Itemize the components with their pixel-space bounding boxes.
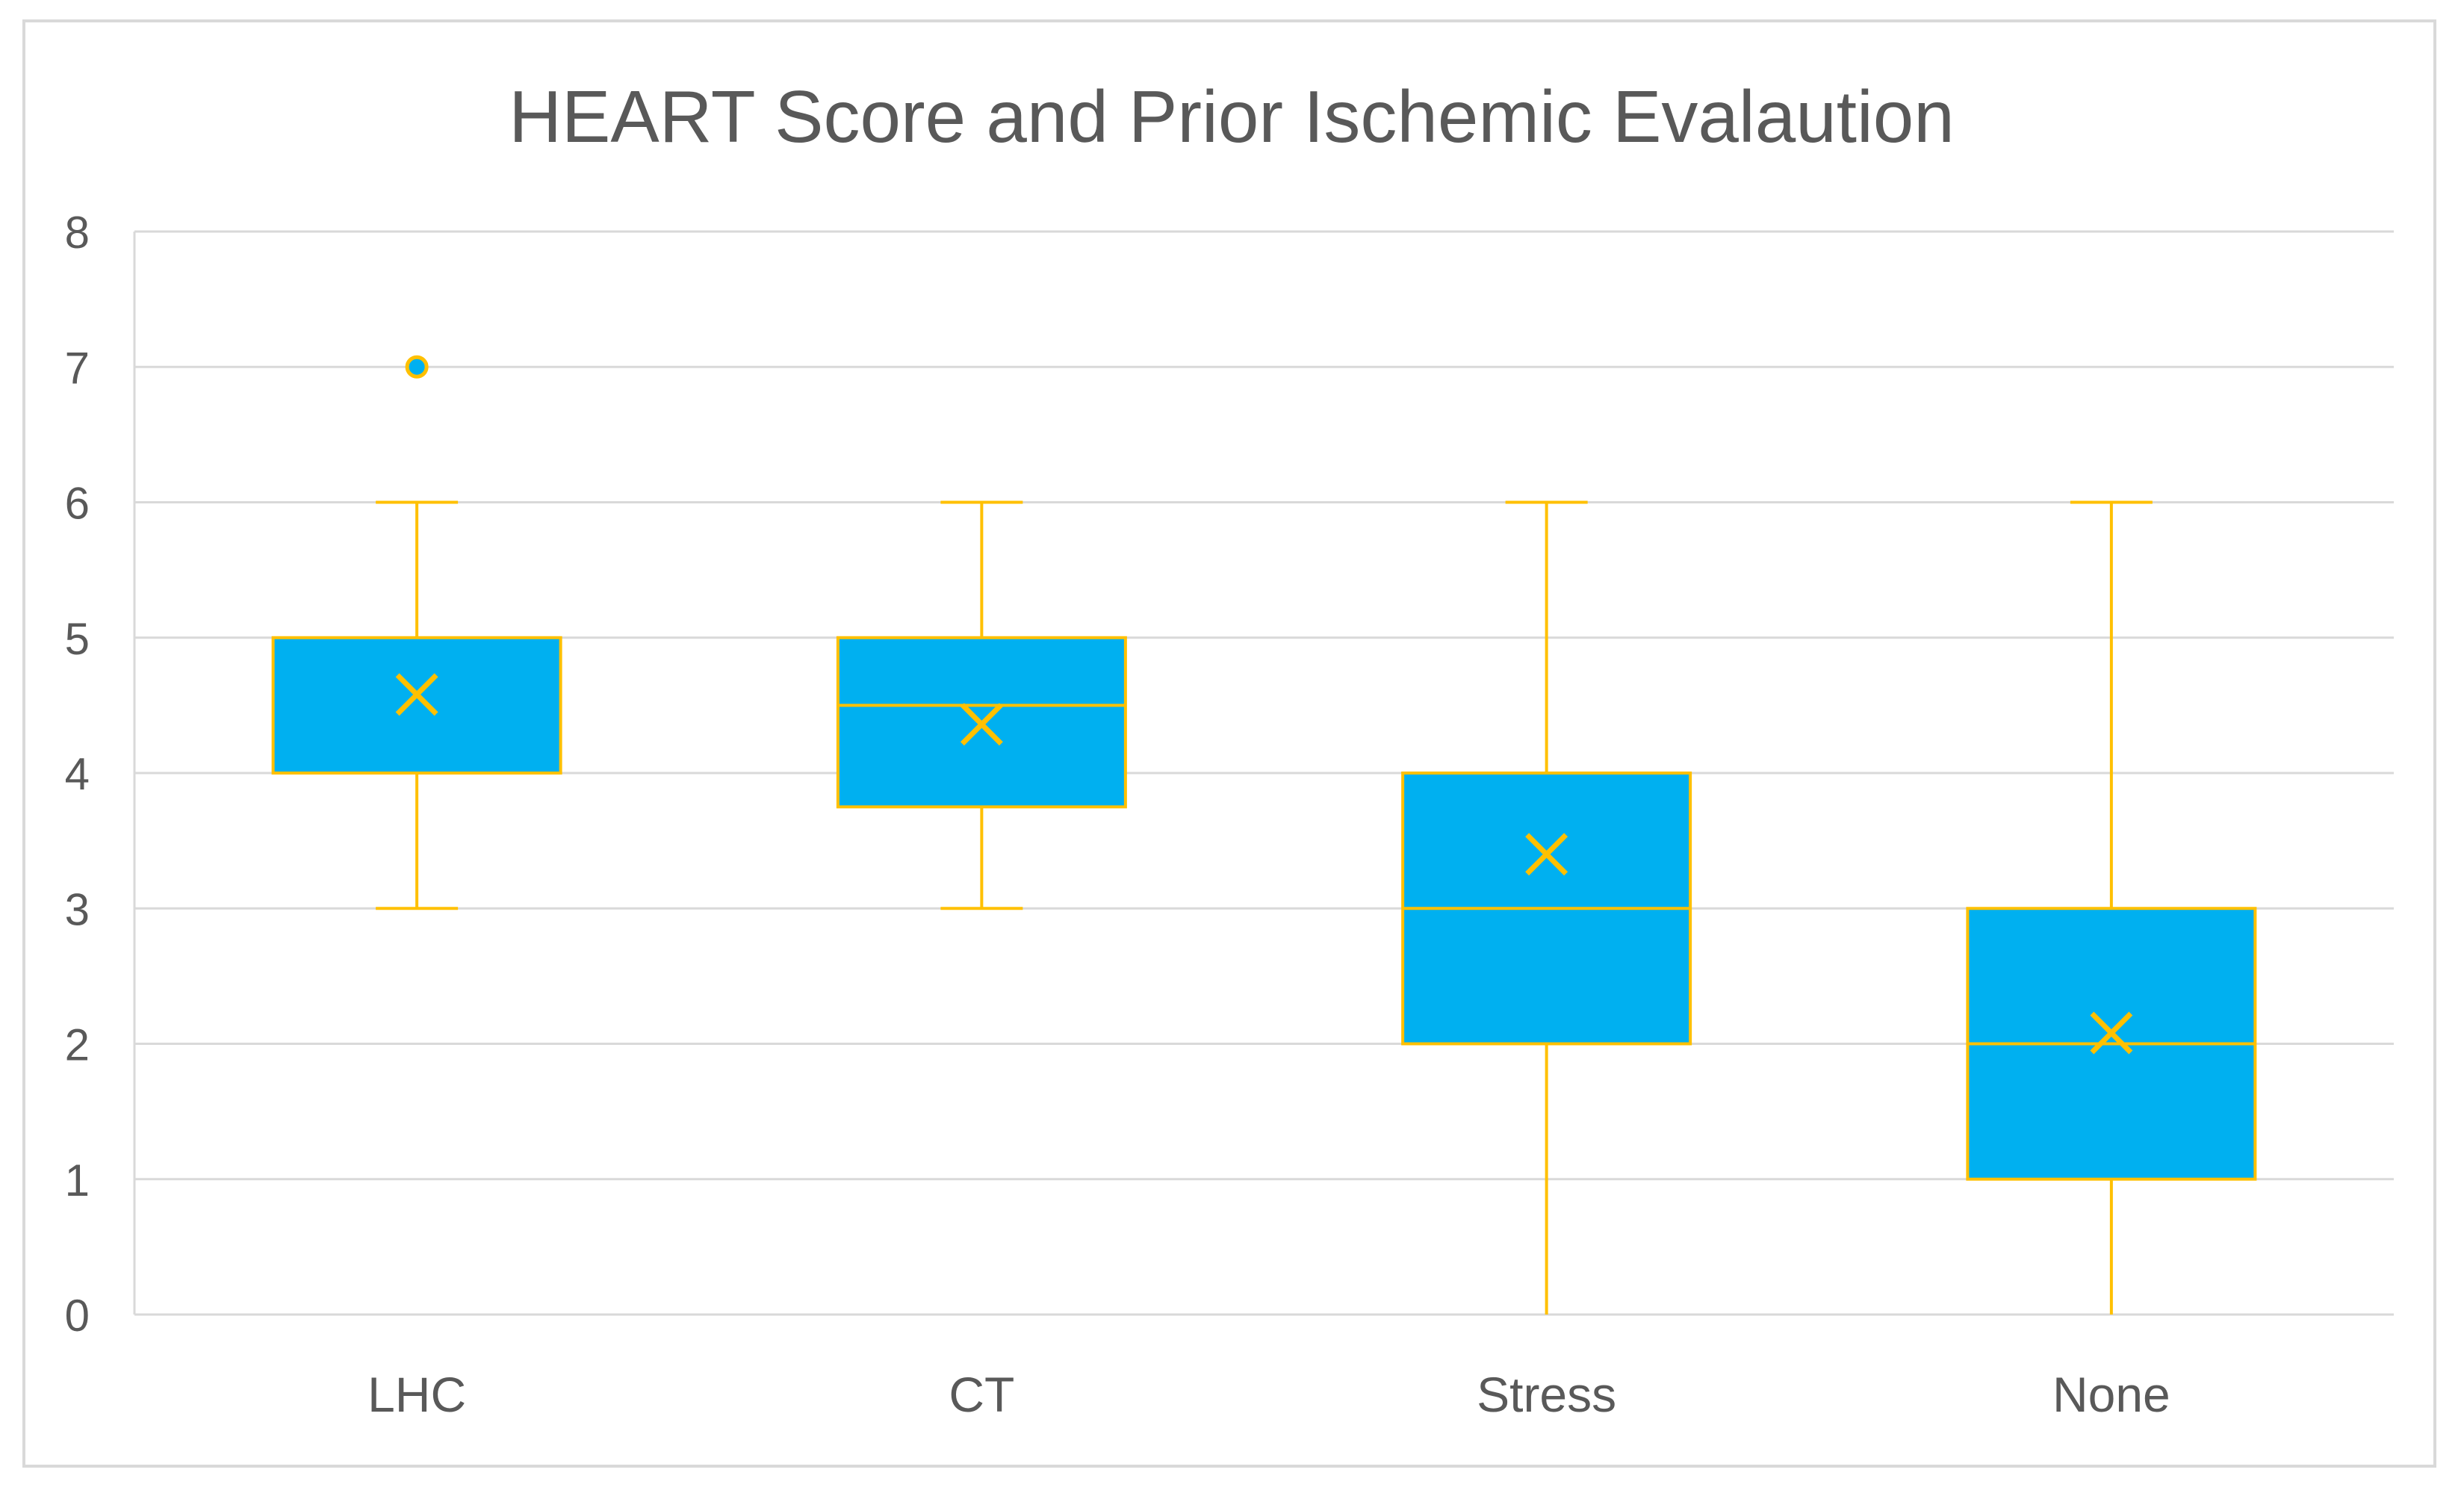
mean-marker-none — [2090, 1011, 2133, 1055]
box-group-ct — [836, 500, 1127, 910]
x-category-label-ct: CT — [949, 1367, 1014, 1422]
y-tick-label-0: 0 — [65, 1291, 90, 1341]
box-group-lhc — [271, 355, 562, 910]
mean-marker-stress — [1525, 833, 1568, 876]
y-tick-label-1: 1 — [65, 1155, 90, 1205]
x-category-label-stress: Stress — [1477, 1367, 1616, 1422]
y-tick-label-6: 6 — [65, 479, 90, 529]
y-tick-label-3: 3 — [65, 884, 90, 934]
y-tick-label-7: 7 — [65, 343, 90, 393]
y-tick-label-2: 2 — [65, 1020, 90, 1070]
y-axis-ticks: 0 1 2 3 4 5 6 7 8 — [65, 208, 90, 1341]
outlier-point-lhc-0 — [405, 355, 429, 379]
y-tick-label-5: 5 — [65, 614, 90, 664]
boxes — [271, 355, 2257, 1315]
box-group-none — [1966, 500, 2257, 1315]
y-tick-label-8: 8 — [65, 208, 90, 258]
box-lhc — [271, 636, 562, 775]
box-group-stress — [1401, 500, 1692, 1315]
mean-marker-ct — [960, 703, 1003, 746]
mean-marker-lhc — [395, 673, 438, 716]
chart-title: HEART Score and Prior Ischemic Evalautio… — [509, 75, 1954, 158]
x-category-label-none: None — [2052, 1367, 2170, 1422]
gridlines — [133, 230, 2394, 1316]
y-tick-label-4: 4 — [65, 749, 90, 799]
x-axis-categories: LHC CT Stress None — [367, 1367, 2170, 1422]
x-category-label-lhc: LHC — [367, 1367, 466, 1422]
